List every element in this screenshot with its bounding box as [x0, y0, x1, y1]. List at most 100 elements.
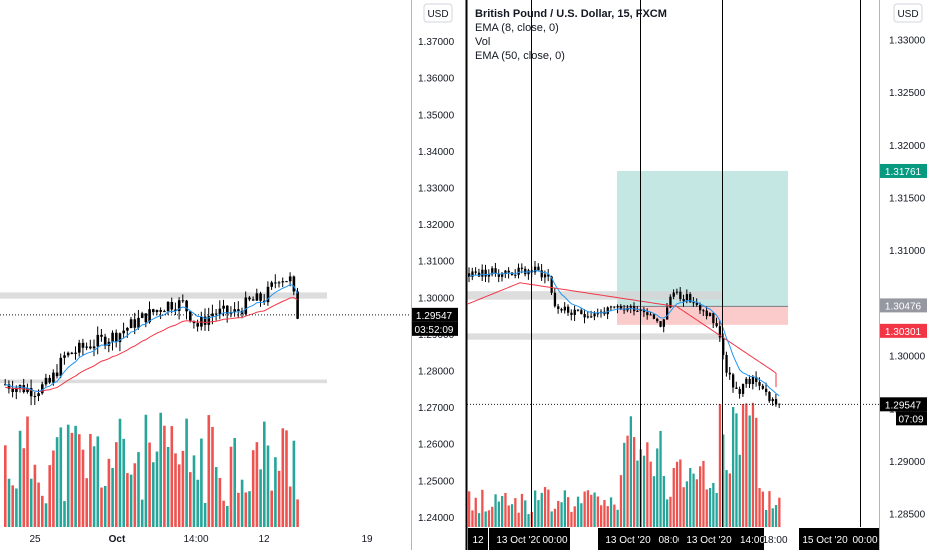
right-candle-body: [636, 310, 639, 312]
right-candle-body: [692, 302, 695, 304]
right-y-tick: 1.31500: [889, 193, 926, 204]
left-volume-bar: [144, 414, 148, 527]
left-volume-bar: [237, 492, 240, 527]
right-candle-body: [547, 274, 550, 277]
right-volume-bar: [728, 473, 731, 527]
right-chart-panel[interactable]: British Pound / U.S. Dollar, 15, FXCM EM…: [467, 0, 879, 527]
left-time-axis[interactable]: 25 Oct 14:00 12 19: [29, 534, 373, 545]
left-candle-body: [7, 384, 11, 389]
left-candle-body: [11, 388, 14, 392]
right-candle-body: [514, 274, 517, 276]
right-volume-bar: [778, 497, 781, 527]
right-time-axis[interactable]: 12 13 Oct '20 00:00 13 Oct '20 08:00 13 Oct '…: [467, 528, 880, 550]
right-candle-body: [751, 376, 755, 385]
left-price-axis[interactable]: USD 1.370001.360001.350001.340001.330001…: [411, 3, 458, 524]
right-volume-bar: [629, 416, 632, 527]
right-volume-bar: [715, 492, 718, 527]
right-volume-bar: [570, 511, 573, 527]
left-x-tick: Oct: [109, 534, 126, 545]
left-volume-bar: [207, 415, 211, 527]
right-volume-bar: [553, 508, 557, 527]
left-candle-body: [285, 281, 288, 283]
left-chart-panel[interactable]: [0, 272, 411, 527]
right-candle-body: [702, 310, 705, 312]
right-price-axis[interactable]: USD 1.33000 1.32500 1.32000 1.31500 1.31000 1…: [880, 3, 927, 521]
right-x-tick-badge: [679, 528, 739, 550]
right-candle-body: [560, 309, 563, 311]
right-x-tick: 13 Oct '20: [496, 535, 542, 546]
left-volume-bar: [177, 464, 181, 527]
right-candle-body: [596, 313, 599, 315]
right-zone[interactable]: [467, 291, 722, 300]
left-zone[interactable]: [0, 292, 327, 299]
left-candle-body: [170, 301, 174, 310]
left-volume-bar: [148, 442, 151, 527]
right-volume-bar: [596, 496, 599, 527]
left-candle-body: [137, 317, 140, 328]
legend-vol[interactable]: Vol: [475, 36, 490, 48]
right-candle-body: [722, 337, 725, 355]
right-volume-bar: [606, 506, 609, 527]
right-volume-bar: [609, 497, 613, 527]
right-volume-bar: [534, 490, 537, 527]
right-volume-bar: [550, 511, 553, 527]
left-candle-body: [126, 327, 129, 331]
right-volume-bar: [725, 470, 728, 527]
legend-ema-slow[interactable]: EMA (50, close, 0): [475, 50, 565, 62]
left-candle-body: [152, 309, 155, 313]
right-volume-bar: [765, 510, 768, 527]
long-position-stop-zone[interactable]: [617, 306, 788, 325]
right-candle-body: [567, 306, 570, 313]
left-candle-body: [118, 333, 122, 343]
right-volume-bar: [468, 491, 471, 527]
long-position-target-zone[interactable]: [617, 170, 788, 307]
left-volume-bar: [33, 464, 37, 527]
right-currency-badge[interactable]: [893, 3, 923, 23]
right-volume-bar: [732, 407, 735, 527]
left-candle-body: [185, 300, 188, 312]
right-candle-body: [656, 318, 659, 322]
left-volume-bar: [251, 450, 255, 527]
left-volume-bar: [274, 457, 277, 527]
left-candle-body: [237, 309, 240, 311]
left-volume-bar: [41, 495, 44, 527]
legend-ema-fast[interactable]: EMA (8, close, 0): [475, 22, 559, 34]
right-candle-body: [629, 306, 632, 308]
left-zone[interactable]: [0, 379, 327, 384]
right-candle-body: [504, 270, 507, 274]
left-candle-body: [274, 282, 277, 284]
right-vertical-lines: [531, 0, 861, 527]
left-candle-body: [140, 313, 144, 318]
right-volume-bar: [567, 497, 570, 527]
right-x-tick: 00:00: [542, 535, 567, 546]
right-candle-body: [484, 269, 487, 277]
right-volume-bar: [633, 437, 636, 527]
left-currency-badge[interactable]: [423, 3, 453, 23]
right-volume-bar: [590, 494, 593, 527]
left-countdown-badge: [411, 321, 458, 336]
left-candle-body: [59, 357, 63, 377]
left-volume-bar: [255, 442, 259, 527]
right-candle-body: [672, 292, 675, 297]
left-candle-body: [122, 330, 125, 334]
left-volume-bar: [211, 426, 214, 527]
right-candle-body: [666, 307, 669, 320]
left-volume-bar: [222, 500, 225, 527]
right-candle-body: [679, 291, 682, 300]
right-volume-bar: [576, 496, 580, 527]
right-candle-body: [609, 306, 613, 308]
right-zone[interactable]: [467, 333, 722, 340]
left-candle-body: [288, 276, 292, 282]
right-volume-bar: [685, 481, 689, 527]
left-candle-body: [251, 299, 255, 301]
right-volume-bar: [563, 490, 566, 527]
right-x-tick-badge: [799, 528, 851, 550]
left-volume-bar: [259, 469, 262, 527]
right-ema-slow-line: [467, 282, 777, 388]
right-volume-bar: [477, 513, 481, 527]
left-candle-body: [281, 281, 285, 283]
right-candle-body: [468, 273, 471, 277]
left-volume-bar: [55, 437, 59, 527]
left-volume-bar: [185, 418, 188, 527]
right-volume-bar: [583, 491, 586, 527]
